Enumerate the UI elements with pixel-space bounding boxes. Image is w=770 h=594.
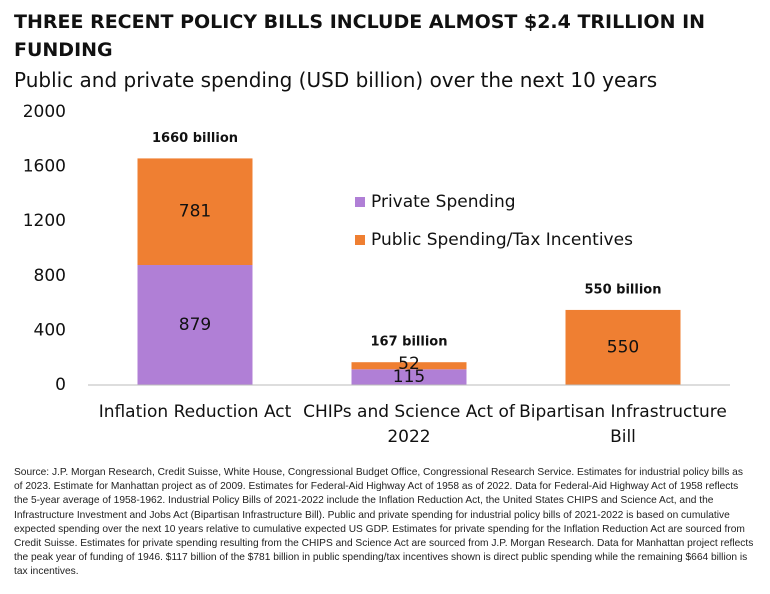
data-label: 115 bbox=[393, 367, 425, 387]
total-label: 1660 billion bbox=[152, 131, 238, 146]
chart-title: THREE RECENT POLICY BILLS INCLUDE ALMOST… bbox=[14, 11, 706, 61]
legend-swatch bbox=[355, 235, 365, 245]
y-tick-label: 800 bbox=[34, 266, 66, 286]
bar-segment bbox=[351, 362, 467, 370]
bar-segment bbox=[137, 265, 253, 385]
total-label: 550 billion bbox=[585, 282, 662, 297]
chart-subtitle: Public and private spending (USD billion… bbox=[14, 68, 658, 92]
bar-segment bbox=[565, 309, 681, 385]
data-label: 781 bbox=[179, 202, 211, 222]
data-label: 52 bbox=[398, 354, 420, 374]
x-tick-label: CHIPs and Science Act of 2022 bbox=[303, 402, 515, 447]
x-tick-label: Bipartisan Infrastructure Bill bbox=[519, 402, 727, 447]
legend-label: Public Spending/Tax Incentives bbox=[371, 230, 633, 250]
y-tick-label: 2000 bbox=[23, 102, 66, 122]
y-tick-label: 0 bbox=[55, 375, 66, 395]
bar-segment bbox=[351, 369, 467, 385]
y-tick-label: 400 bbox=[34, 320, 66, 340]
data-label: 550 bbox=[607, 337, 639, 357]
source-note: Source: J.P. Morgan Research, Credit Sui… bbox=[14, 467, 754, 578]
total-label: 167 billion bbox=[371, 335, 448, 350]
y-tick-label: 1200 bbox=[23, 211, 66, 231]
legend-label: Private Spending bbox=[371, 192, 516, 212]
legend-swatch bbox=[355, 197, 365, 207]
y-tick-label: 1600 bbox=[23, 157, 66, 177]
bar-segment bbox=[137, 158, 253, 266]
x-tick-label: Inflation Reduction Act bbox=[98, 402, 292, 422]
data-label: 879 bbox=[179, 315, 211, 335]
